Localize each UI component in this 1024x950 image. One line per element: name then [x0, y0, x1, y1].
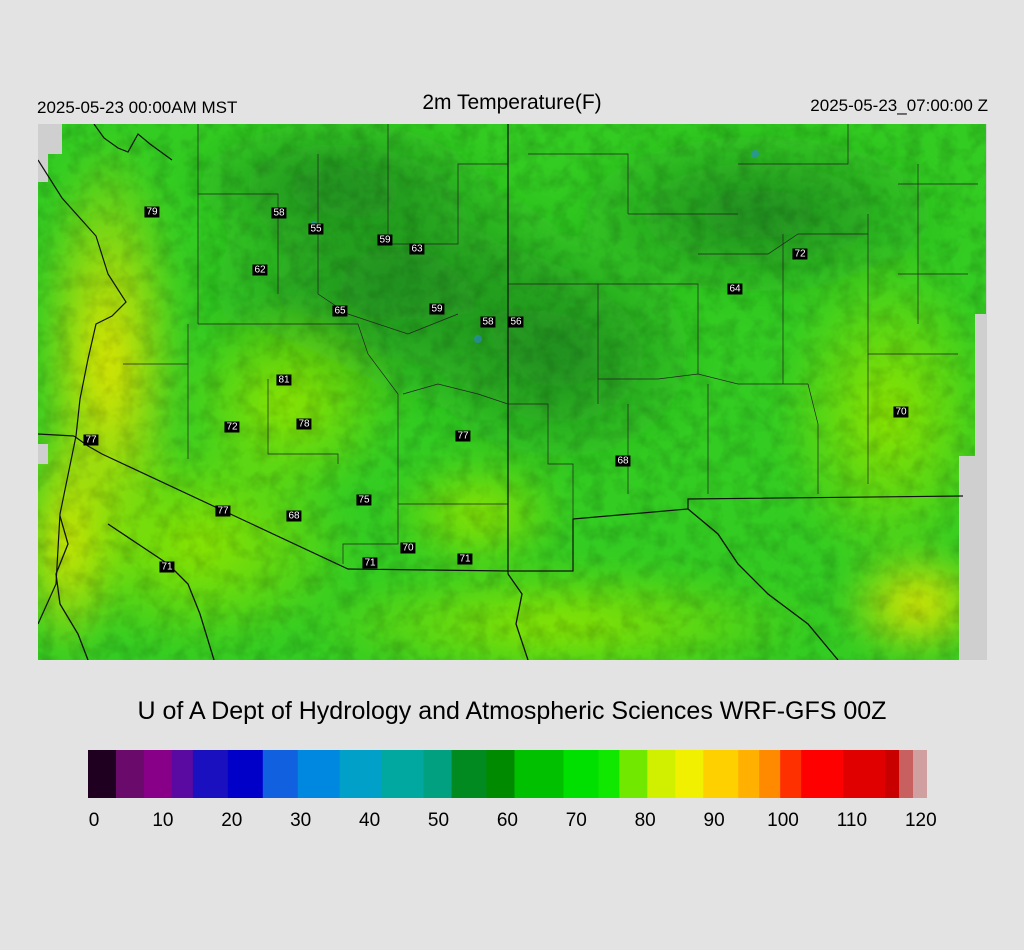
colorbar-segment	[486, 750, 515, 798]
station-temp-label: 58	[271, 207, 287, 219]
station-temp-label: 71	[457, 553, 473, 565]
station-temp-label: 65	[332, 305, 348, 317]
colorbar-segment	[143, 750, 173, 798]
colorbar-segment	[192, 750, 229, 798]
station-temp-label: 77	[83, 434, 99, 446]
station-temp-label: 79	[144, 206, 160, 218]
colorbar-tick-label: 90	[703, 810, 725, 831]
coastline	[55, 508, 839, 660]
station-temp-label: 55	[308, 223, 324, 235]
map-canvas	[38, 124, 986, 660]
station-temp-label: 81	[276, 374, 292, 386]
colorbar-segment	[647, 750, 676, 798]
colorbar-tick-label: 70	[565, 810, 587, 831]
station-temp-label: 78	[296, 418, 312, 430]
colorbar-segment	[913, 750, 927, 798]
valid-time-label: 2025-05-23_07:00:00 Z	[810, 96, 988, 115]
station-temp-label: 62	[252, 264, 268, 276]
station-temp-label: 59	[377, 234, 393, 246]
colorbar-tick-label: 0	[88, 810, 100, 831]
colorbar-segment	[703, 750, 739, 798]
map-title: 2m Temperature(F)	[422, 91, 602, 114]
temperature-map	[38, 124, 987, 660]
colorbar-tick-label: 10	[152, 810, 174, 831]
state-boundaries	[38, 124, 964, 625]
colorbar-segment	[899, 750, 914, 798]
colorbar-segment	[885, 750, 900, 798]
colorbar-tick-label: 50	[427, 810, 450, 831]
station-temp-label: 68	[615, 455, 631, 467]
colorbar-tick-label: 20	[221, 810, 243, 831]
colorbar-segment	[738, 750, 760, 798]
station-temp-label: 77	[215, 505, 231, 517]
colorbar-segment	[514, 750, 564, 798]
colorbar-segment	[675, 750, 704, 798]
station-temp-label: 56	[508, 316, 524, 328]
colorbar-tick-label: 80	[634, 810, 656, 831]
colorbar-segment	[339, 750, 383, 798]
colorbar-segment	[171, 750, 194, 798]
station-temp-label: 72	[792, 248, 808, 260]
station-temp-label: 58	[480, 316, 496, 328]
colorbar-segment	[262, 750, 299, 798]
colorbar-segment	[759, 750, 781, 798]
station-temp-label: 59	[429, 303, 445, 315]
colorbar-segment	[381, 750, 425, 798]
station-temp-label: 72	[224, 421, 240, 433]
colorbar-tick-label: 120	[904, 810, 937, 831]
station-temp-label: 75	[356, 494, 372, 506]
colorbar-segment	[598, 750, 620, 798]
station-temp-label: 77	[455, 430, 471, 442]
station-temp-label: 63	[409, 243, 425, 255]
colorbar-tick-label: 110	[836, 810, 868, 831]
colorbar-segment	[115, 750, 145, 798]
colorbar-segment	[843, 750, 886, 798]
colorbar-segment	[563, 750, 599, 798]
station-temp-label: 64	[727, 283, 743, 295]
colorbar-tick-label: 100	[767, 810, 799, 831]
colorbar-segment	[619, 750, 648, 798]
colorbar-segment	[227, 750, 264, 798]
station-temp-label: 70	[400, 542, 416, 554]
station-temp-label: 71	[362, 557, 378, 569]
station-temp-label: 70	[893, 406, 909, 418]
colorbar-tick-label: 30	[290, 810, 312, 831]
colorbar-tick-label: 40	[359, 810, 381, 831]
colorbar-segment	[297, 750, 341, 798]
colorbar-segment	[780, 750, 802, 798]
colorbar	[88, 750, 927, 798]
colorbar-segment	[88, 750, 117, 798]
colorbar-segment	[423, 750, 453, 798]
colorbar-segment	[801, 750, 844, 798]
station-temp-label: 68	[286, 510, 302, 522]
credit-caption: U of A Dept of Hydrology and Atmospheric…	[137, 697, 887, 725]
colorbar-tick-label: 60	[496, 810, 518, 831]
station-temp-label: 71	[159, 561, 175, 573]
colorbar-segment	[451, 750, 488, 798]
county-boundaries	[123, 124, 978, 564]
local-time-label: 2025-05-23 00:00AM MST	[37, 98, 238, 117]
